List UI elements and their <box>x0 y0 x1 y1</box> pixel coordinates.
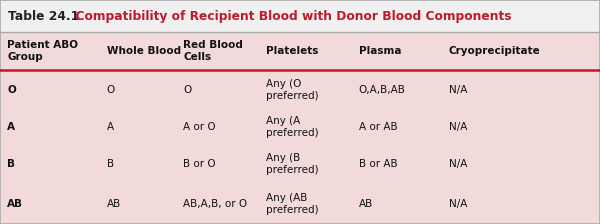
Text: B: B <box>107 159 114 169</box>
Text: Compatibility of Recipient Blood with Donor Blood Components: Compatibility of Recipient Blood with Do… <box>67 10 511 23</box>
Text: Platelets: Platelets <box>266 46 318 56</box>
Text: A or O: A or O <box>183 122 215 132</box>
Text: N/A: N/A <box>449 199 467 209</box>
Text: AB,A,B, or O: AB,A,B, or O <box>183 199 247 209</box>
Text: A: A <box>7 122 15 132</box>
Text: Any (AB
preferred): Any (AB preferred) <box>266 193 319 215</box>
Text: Patient ABO
Group: Patient ABO Group <box>7 40 78 62</box>
Text: B: B <box>7 159 15 169</box>
Text: N/A: N/A <box>449 85 467 95</box>
Text: O: O <box>7 85 16 95</box>
Text: AB: AB <box>7 199 23 209</box>
Text: Any (B
preferred): Any (B preferred) <box>266 153 319 175</box>
Text: Red Blood
Cells: Red Blood Cells <box>183 40 243 62</box>
Text: B or O: B or O <box>183 159 215 169</box>
Text: Table 24.1: Table 24.1 <box>8 10 79 23</box>
Text: A or AB: A or AB <box>359 122 397 132</box>
FancyBboxPatch shape <box>0 0 600 32</box>
Text: AB: AB <box>107 199 121 209</box>
FancyBboxPatch shape <box>0 32 600 224</box>
Text: O,A,B,AB: O,A,B,AB <box>359 85 406 95</box>
Text: Any (A
preferred): Any (A preferred) <box>266 116 319 138</box>
Text: Whole Blood: Whole Blood <box>107 46 181 56</box>
Text: B or AB: B or AB <box>359 159 397 169</box>
Text: AB: AB <box>359 199 373 209</box>
Text: A: A <box>107 122 114 132</box>
Text: N/A: N/A <box>449 122 467 132</box>
Text: Any (O
preferred): Any (O preferred) <box>266 79 319 101</box>
Text: O: O <box>183 85 191 95</box>
Text: N/A: N/A <box>449 159 467 169</box>
Text: Plasma: Plasma <box>359 46 401 56</box>
Text: O: O <box>107 85 115 95</box>
Text: Cryoprecipitate: Cryoprecipitate <box>449 46 541 56</box>
